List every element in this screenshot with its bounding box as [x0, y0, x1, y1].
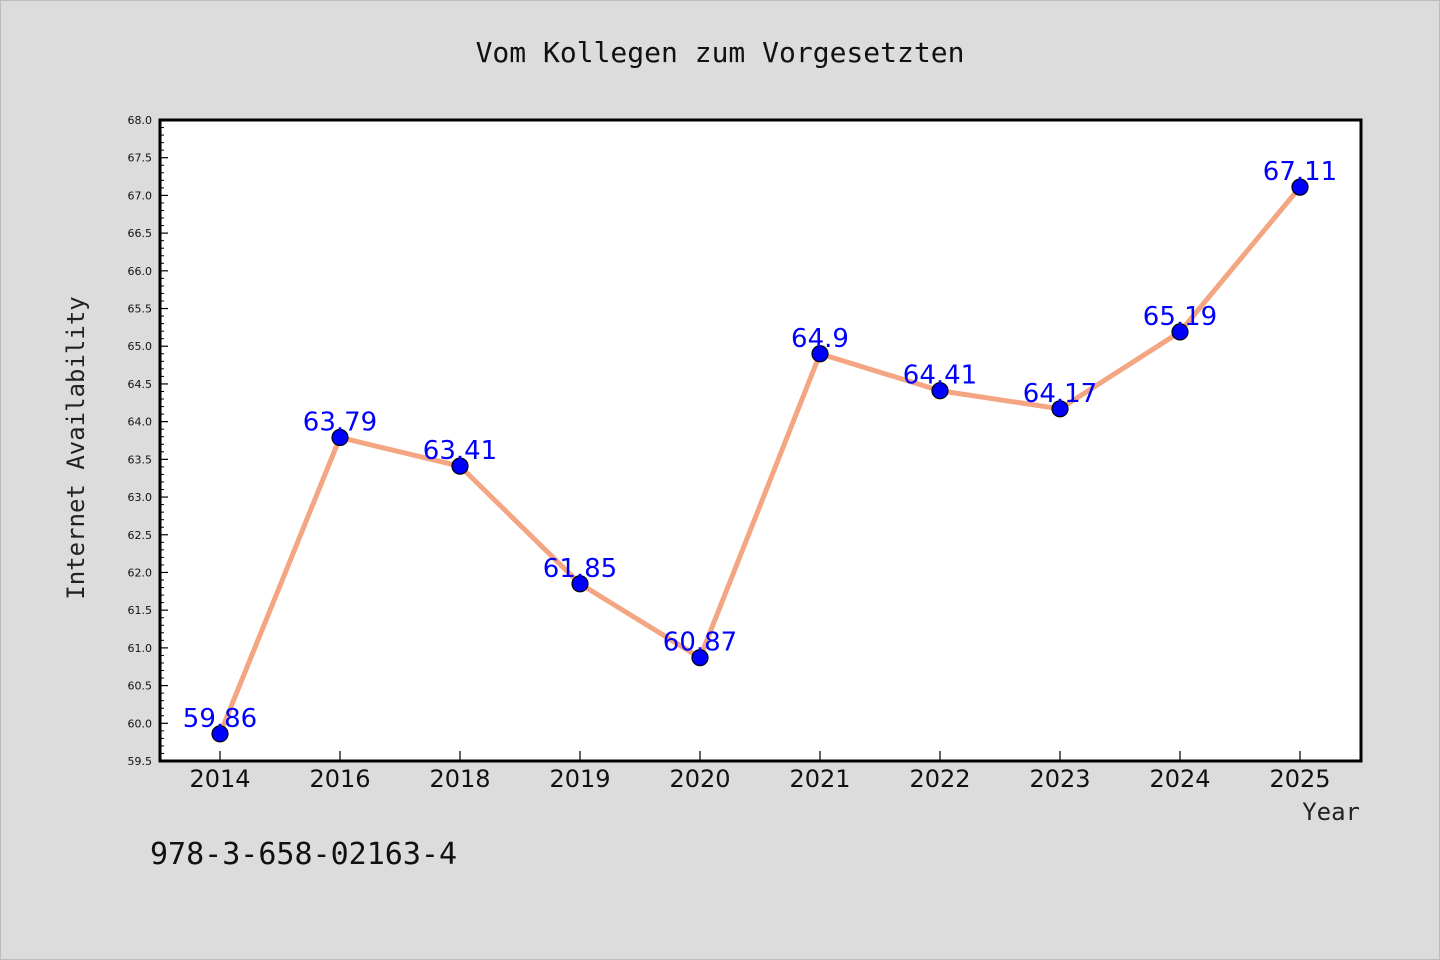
y-tick-label: 64.5 [128, 378, 153, 391]
data-point [331, 428, 349, 447]
y-tick-label: 66.5 [128, 227, 153, 240]
data-point [811, 345, 829, 363]
y-tick-label: 63.5 [128, 453, 153, 466]
x-tick-label: 2018 [429, 765, 490, 793]
series-layer: 59.86 63.79 63.41 61.85 60.87 64.9 64.41 64.17 6… [183, 157, 1337, 743]
data-label: 63.41 [423, 436, 497, 466]
data-label: 61.85 [543, 554, 617, 584]
y-tick-label: 61.5 [128, 604, 153, 617]
data-point [211, 725, 229, 743]
y-tick-label: 66.0 [128, 265, 153, 278]
x-tick-label: 2019 [549, 765, 610, 793]
y-tick-label: 65.5 [128, 303, 153, 316]
data-point [571, 575, 589, 593]
y-tick-label: 63.0 [128, 491, 153, 504]
data-label: 65.19 [1143, 302, 1217, 332]
footnote-isbn: 978-3-658-02163-4 [150, 837, 457, 872]
y-tick-label: 60.0 [128, 717, 153, 730]
x-tick-label: 2024 [1149, 765, 1210, 793]
data-point [931, 382, 949, 400]
data-point [1171, 323, 1189, 341]
x-tick-label: 2025 [1269, 765, 1330, 793]
data-label: 64.17 [1023, 379, 1097, 409]
y-tick-label: 62.5 [128, 529, 153, 542]
y-tick-label: 67.0 [128, 189, 153, 202]
y-tick-label: 59.5 [128, 755, 153, 768]
data-point [451, 457, 469, 475]
data-point [691, 649, 709, 667]
data-label: 63.79 [303, 407, 377, 437]
x-tick-label: 2021 [789, 765, 850, 793]
y-tick-label: 61.0 [128, 642, 153, 655]
data-label: 64.41 [903, 361, 977, 391]
y-tick-label: 64.0 [128, 416, 153, 429]
series-line [217, 184, 1303, 737]
y-tick-label: 60.5 [128, 680, 153, 693]
x-tick-label: 2023 [1029, 765, 1090, 793]
y-tick-label: 68.0 [128, 114, 153, 127]
x-axis-label: Year [1302, 798, 1360, 826]
data-label: 64.9 [791, 324, 849, 354]
x-tick-label: 2020 [669, 765, 730, 793]
x-tick-label: 2016 [309, 765, 370, 793]
data-point [1051, 400, 1069, 418]
x-axis: 2014 2016 2018 2019 2020 2021 2022 2023 2024 2025 [189, 751, 1331, 793]
chart-title: Vom Kollegen zum Vorgesetzten [476, 36, 965, 69]
data-label: 67.11 [1263, 157, 1337, 187]
x-tick-label: 2022 [909, 765, 970, 793]
y-tick-label: 67.5 [128, 152, 153, 165]
data-label: 59.86 [183, 704, 257, 734]
data-point [1291, 178, 1309, 196]
y-tick-label: 62.0 [128, 566, 153, 579]
y-tick-label: 65.0 [128, 340, 153, 353]
x-tick-label: 2014 [189, 765, 250, 793]
y-axis: 59.5 60.0 60.5 61.0 61.5 62.0 62.5 63.0 63.5 64.0… [128, 114, 168, 768]
data-label: 60.87 [663, 628, 737, 658]
plot-frame [158, 118, 1363, 763]
y-axis-label: Internet Availability [62, 296, 90, 599]
